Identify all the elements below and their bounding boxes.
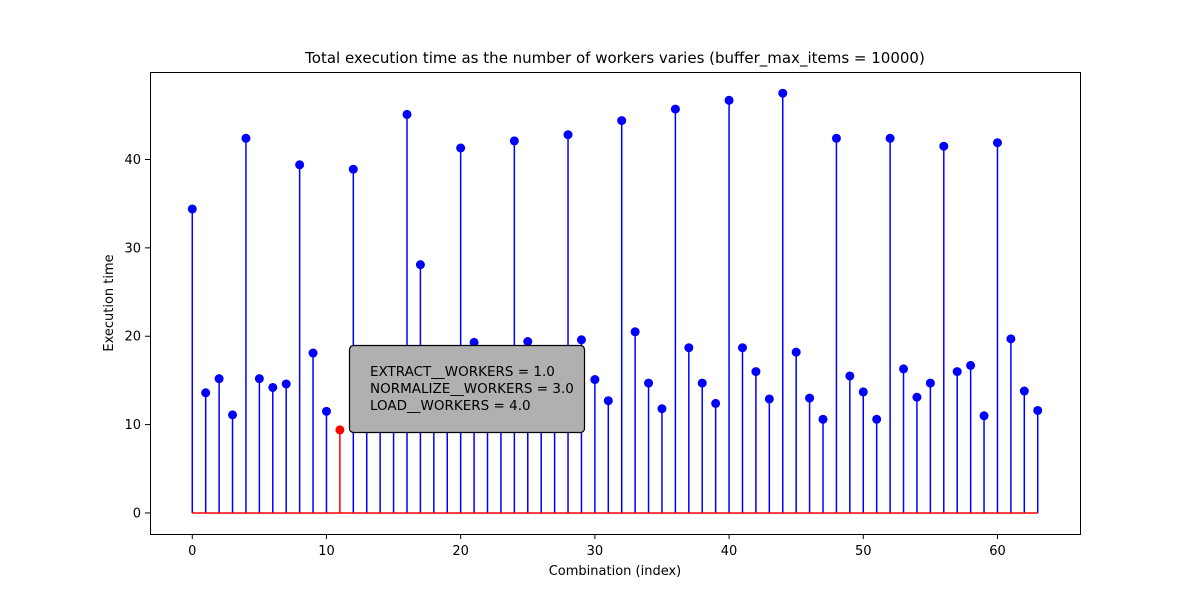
stem-marker-7 xyxy=(281,379,291,389)
stem-marker-21 xyxy=(469,337,479,347)
x-axis-label: Combination (index) xyxy=(549,564,682,579)
stem-marker-9 xyxy=(308,348,318,358)
stem-marker-28 xyxy=(563,130,573,140)
stem-marker-17 xyxy=(415,260,425,270)
stem-marker-1 xyxy=(201,388,211,398)
stem-marker-53 xyxy=(899,364,909,374)
stem-marker-8 xyxy=(295,160,305,170)
y-tick-label-10: 10 xyxy=(124,418,141,433)
stem-marker-45 xyxy=(791,347,801,357)
stem-marker-24 xyxy=(509,136,519,146)
stem-marker-52 xyxy=(885,133,895,143)
stem-marker-11 xyxy=(335,425,345,435)
stem-marker-40 xyxy=(724,95,734,105)
stem-marker-58 xyxy=(966,360,976,370)
stem-marker-2 xyxy=(214,374,224,384)
x-tick-label-0: 0 xyxy=(188,544,196,559)
stem-marker-29 xyxy=(576,335,586,345)
annotation-box xyxy=(348,344,586,434)
y-tick-label-20: 20 xyxy=(124,330,141,345)
stem-marker-48 xyxy=(831,133,841,143)
stem-marker-63 xyxy=(1033,405,1043,415)
stem-marker-10 xyxy=(321,406,331,416)
annotation-line-extract: EXTRACT__WORKERS = 1.0 xyxy=(370,364,555,380)
y-axis-label: Execution time xyxy=(102,254,117,351)
stem-marker-30 xyxy=(590,375,600,385)
x-tick-label-20: 20 xyxy=(452,544,469,559)
stem-marker-59 xyxy=(979,411,989,421)
y-tick-label-30: 30 xyxy=(124,241,141,256)
stem-marker-36 xyxy=(670,104,680,114)
stem-marker-55 xyxy=(925,378,935,388)
stem-marker-31 xyxy=(603,396,613,406)
stem-marker-16 xyxy=(402,109,412,119)
x-tick-label-40: 40 xyxy=(721,544,738,559)
stem-marker-5 xyxy=(254,374,264,384)
y-axis-ticks: 0 10 20 30 40 xyxy=(124,153,150,521)
stem-marker-51 xyxy=(872,414,882,424)
plot-frame xyxy=(150,72,1081,535)
x-tick-label-30: 30 xyxy=(587,544,604,559)
stem-marker-32 xyxy=(617,116,627,126)
stem-marker-34 xyxy=(644,378,654,388)
stem-marker-44 xyxy=(778,88,788,98)
stem-marker-20 xyxy=(456,143,466,153)
x-tick-label-60: 60 xyxy=(989,544,1006,559)
stem-marker-38 xyxy=(697,378,707,388)
x-axis-ticks: 0 10 20 30 40 50 60 xyxy=(188,534,1006,559)
y-tick-label-40: 40 xyxy=(124,153,141,168)
y-tick-label-0: 0 xyxy=(133,506,141,521)
stem-marker-6 xyxy=(268,382,278,392)
stem-marker-61 xyxy=(1006,334,1016,344)
stem-marker-37 xyxy=(684,343,694,353)
stem-marker-47 xyxy=(818,414,828,424)
stem-marker-60 xyxy=(992,138,1002,148)
stem-marker-35 xyxy=(657,404,667,414)
stem-marker-3 xyxy=(228,410,238,420)
stem-marker-50 xyxy=(858,387,868,397)
x-tick-label-10: 10 xyxy=(318,544,335,559)
x-tick-label-50: 50 xyxy=(855,544,872,559)
stem-marker-39 xyxy=(711,398,721,408)
stem-marker-25 xyxy=(523,337,533,347)
stem-marker-41 xyxy=(737,343,747,353)
chart-title: Total execution time as the number of wo… xyxy=(304,49,925,68)
stem-marker-4 xyxy=(241,133,251,143)
stem-marker-46 xyxy=(805,393,815,403)
annotation-line-normalize: NORMALIZE__WORKERS = 3.0 xyxy=(370,381,574,397)
stem-marker-56 xyxy=(939,141,949,151)
stem-marker-42 xyxy=(751,367,761,377)
stem-marker-43 xyxy=(764,394,774,404)
stem-marker-33 xyxy=(630,327,640,337)
stem-marker-12 xyxy=(348,164,358,174)
stem-marker-62 xyxy=(1019,386,1029,396)
annotation-line-load: LOAD__WORKERS = 4.0 xyxy=(370,398,531,414)
stem-marker-57 xyxy=(952,367,962,377)
hover-annotation: EXTRACT__WORKERS = 1.0 NORMALIZE__WORKER… xyxy=(348,344,586,434)
stem-marker-54 xyxy=(912,392,922,402)
stem-marker-0 xyxy=(187,204,197,214)
stem-marker-49 xyxy=(845,371,855,381)
